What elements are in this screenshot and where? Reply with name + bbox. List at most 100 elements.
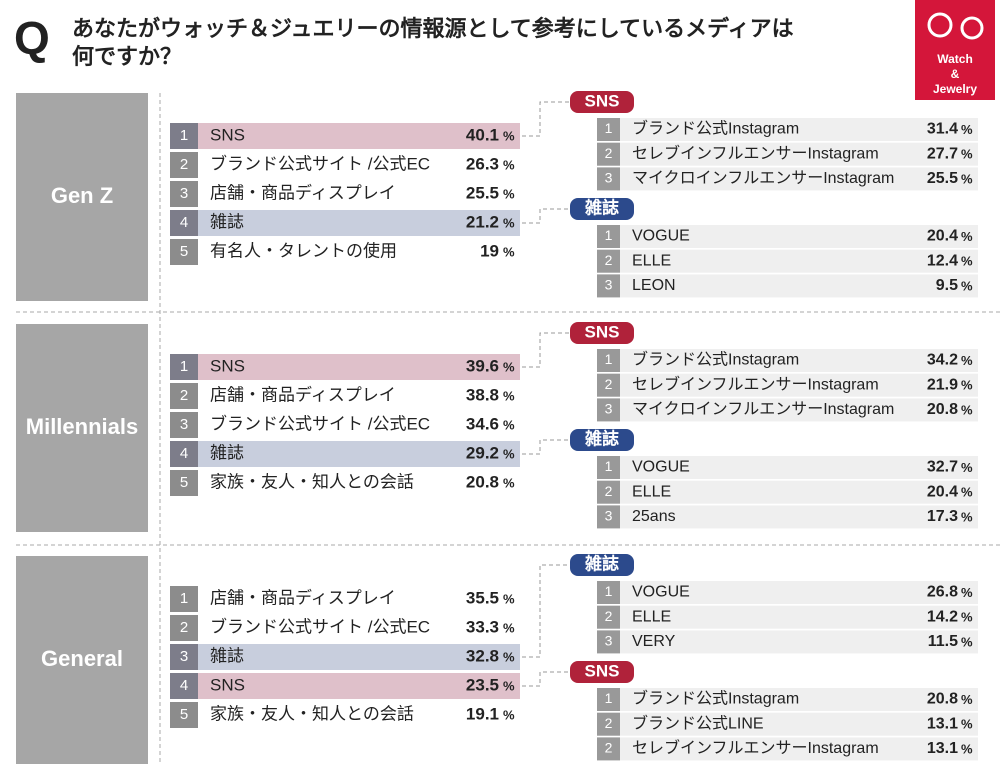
unit: %: [961, 741, 973, 756]
detail-row: [597, 167, 978, 191]
value: 20.8: [466, 472, 499, 491]
value: 19.1: [466, 704, 499, 723]
rank-box: [170, 673, 198, 699]
rank: 2: [605, 376, 613, 392]
unit: %: [503, 417, 515, 432]
ring-icon: [960, 16, 984, 40]
rank: 1: [605, 351, 613, 367]
row-highlight: [170, 673, 520, 699]
label: 有名人・タレントの使用: [210, 240, 397, 260]
label: 家族・友人・知人との会話: [210, 472, 414, 491]
value: 20.4: [927, 228, 958, 245]
rank: 1: [605, 227, 613, 243]
rank-box: [597, 581, 620, 604]
rank-box: [597, 274, 620, 298]
unit: %: [961, 402, 973, 417]
label: 雑誌: [210, 646, 244, 665]
label: 店舗・商品ディスプレイ: [210, 587, 396, 607]
unit: %: [961, 229, 973, 244]
connector: [522, 332, 570, 368]
rank-box: [597, 456, 620, 479]
tag: SNS: [585, 661, 620, 680]
label: 家族・友人・知人との会話: [210, 704, 414, 723]
rank-box: [170, 152, 198, 178]
rank-box: [597, 630, 620, 654]
rank: 2: [605, 740, 613, 756]
title-line: あなたがウォッチ＆ジュエリーの情報源として参考にしているメディアは: [72, 16, 794, 41]
label: VOGUE: [632, 584, 690, 601]
rank-box: [170, 412, 198, 438]
value: 34.2: [927, 352, 958, 369]
rank-box: [170, 383, 198, 409]
detail-row: [597, 274, 978, 298]
value: 27.7: [927, 145, 958, 162]
value: 20.8: [927, 401, 958, 418]
value: 9.5: [936, 277, 958, 294]
rank-box: [597, 249, 620, 273]
unit: %: [503, 186, 515, 201]
value: 32.7: [927, 459, 958, 476]
value: 38.8: [466, 385, 499, 404]
value: 21.2: [466, 212, 499, 231]
unit: %: [961, 485, 973, 500]
rank: 3: [180, 185, 188, 202]
detail-row: [597, 398, 978, 422]
rank: 3: [605, 277, 613, 293]
detail-row: [597, 581, 978, 604]
value: 33.3: [466, 617, 499, 636]
value: 20.4: [927, 483, 958, 500]
label: SNS: [210, 356, 245, 375]
rank: 4: [180, 214, 188, 231]
value: 35.5: [466, 588, 499, 607]
rank-box: [597, 225, 620, 248]
rank-box: [170, 239, 198, 265]
tag: SNS: [585, 322, 620, 341]
detail-row: [597, 737, 978, 761]
connector: [522, 208, 570, 224]
value: 34.6: [466, 414, 499, 433]
label: ブランド公式サイト /公式EC: [210, 413, 430, 433]
label: 店舗・商品ディスプレイ: [210, 384, 396, 404]
tag: 雑誌: [584, 197, 619, 217]
rank-box: [597, 373, 620, 397]
detail-row: [597, 373, 978, 397]
label: SNS: [210, 125, 245, 144]
label: ELLE: [632, 608, 671, 625]
value: 17.3: [927, 508, 958, 525]
group-box: [16, 93, 148, 301]
title-line: 何ですか？: [72, 44, 182, 69]
rank: 4: [180, 445, 188, 462]
detail-row: [597, 118, 978, 141]
label: SNS: [210, 675, 245, 694]
rank: 5: [180, 243, 188, 260]
rank: 1: [605, 458, 613, 474]
unit: %: [503, 244, 515, 259]
rank-box: [170, 470, 198, 496]
value: 31.4: [927, 121, 958, 138]
rank-box: [170, 441, 198, 467]
row-highlight: [170, 210, 520, 236]
tag-box: [570, 661, 634, 683]
detail-row: [597, 712, 978, 736]
value: 21.9: [927, 376, 958, 393]
unit: %: [961, 378, 973, 393]
unit: %: [503, 649, 515, 664]
label: 雑誌: [210, 443, 244, 462]
connector: [522, 439, 570, 455]
label: セレブインフルエンサーInstagram: [632, 374, 879, 393]
unit: %: [503, 388, 515, 403]
value: 19: [480, 241, 499, 260]
label: ブランド公式Instagram: [632, 350, 799, 369]
label: VOGUE: [632, 228, 690, 245]
value: 26.8: [927, 584, 958, 601]
label: VERY: [632, 633, 676, 650]
rank: 1: [180, 590, 188, 607]
value: 26.3: [466, 154, 499, 173]
label: セレブインフルエンサーInstagram: [632, 143, 879, 162]
unit: %: [961, 509, 973, 524]
rank-box: [170, 702, 198, 728]
group-box: [16, 324, 148, 532]
badge-text: Watch: [937, 52, 973, 66]
label: 店舗・商品ディスプレイ: [210, 182, 396, 202]
